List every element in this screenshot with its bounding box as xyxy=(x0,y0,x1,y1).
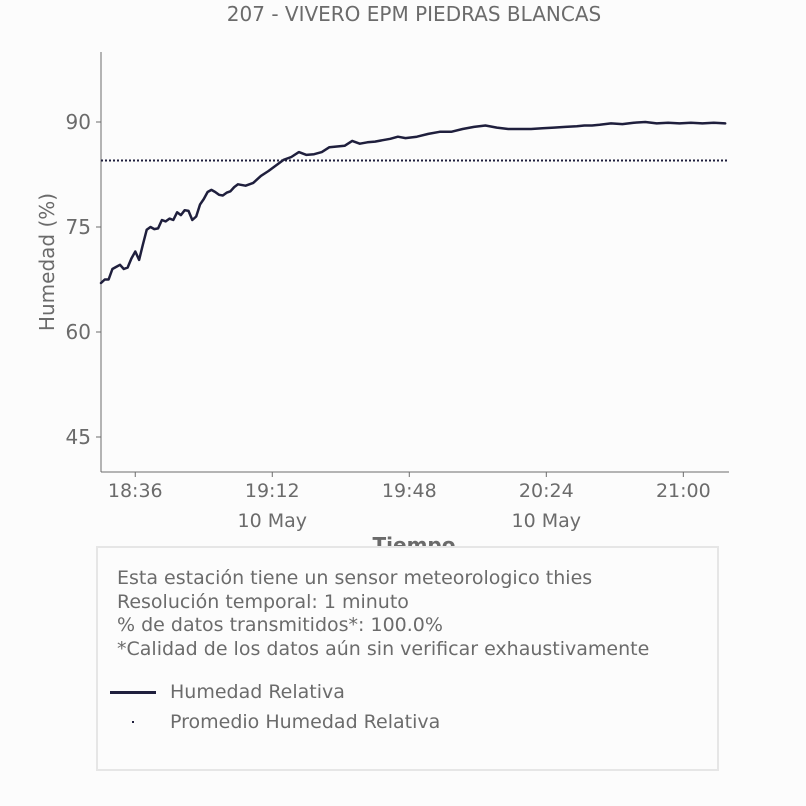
legend-item-promedio: Promedio Humedad Relativa xyxy=(110,711,440,733)
info-line-resolution: Resolución temporal: 1 minuto xyxy=(117,590,409,613)
station-info: Esta estación tiene un sensor meteorolog… xyxy=(117,567,649,661)
legend-label-humedad: Humedad Relativa xyxy=(170,681,345,703)
info-line-transmitted: % de datos transmitidos*: 100.0% xyxy=(117,614,443,636)
y-tick-label: 90 xyxy=(66,110,91,134)
info-line-sensor: Esta estación tiene un sensor meteorolog… xyxy=(117,567,593,589)
legend-swatch-dotted xyxy=(110,712,156,732)
x-tick-label: 19:48 xyxy=(382,480,437,502)
x-tick-sublabel: 10 May xyxy=(512,510,582,532)
y-tick-label: 45 xyxy=(66,425,91,449)
chart-title: 207 - VIVERO EPM PIEDRAS BLANCAS xyxy=(227,2,601,26)
x-tick-label: 19:12 xyxy=(245,480,300,502)
info-legend-box: Esta estación tiene un sensor meteorolog… xyxy=(96,546,719,771)
legend-item-humedad: Humedad Relativa xyxy=(110,681,345,703)
plot-area: 45 60 75 90 18:36 19:12 10 May 19:48 20:24 10 May… xyxy=(66,52,729,532)
y-tick-label: 75 xyxy=(66,215,91,239)
legend-label-promedio: Promedio Humedad Relativa xyxy=(170,711,441,733)
info-line-quality: *Calidad de los datos aún sin verificar … xyxy=(117,637,650,660)
legend-swatch-solid xyxy=(110,682,156,702)
y-tick-label: 60 xyxy=(66,320,91,344)
x-tick-label: 21:00 xyxy=(656,480,711,502)
x-tick-label: 20:24 xyxy=(519,480,574,502)
x-tick-sublabel: 10 May xyxy=(238,510,308,532)
x-tick-label: 18:36 xyxy=(108,480,163,502)
series-line-humedad xyxy=(99,120,727,285)
y-axis-label: Humedad (%) xyxy=(35,193,59,331)
